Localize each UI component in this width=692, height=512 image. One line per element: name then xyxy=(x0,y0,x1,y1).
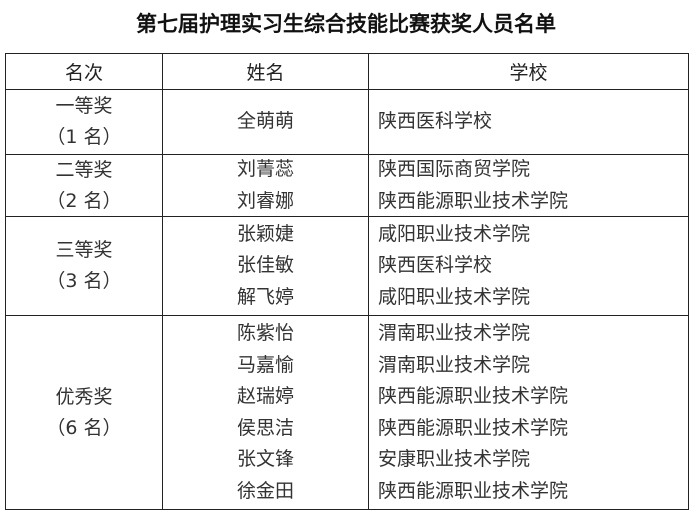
award-rank: 优秀奖 xyxy=(55,385,113,408)
school-cell: 渭南职业技术学院 渭南职业技术学院陕西能源职业技术学院 陕西能源职业技术学院 安康职业… xyxy=(369,316,688,509)
winner-name: 赵瑞婷 xyxy=(236,385,294,407)
winner-name: 全萌萌 xyxy=(236,110,294,133)
rank-cell: 优秀奖 （6 名） xyxy=(6,316,163,509)
winner-name: 张颖婕 xyxy=(236,222,294,245)
rank-cell: 三等奖 （3 名） xyxy=(6,217,163,315)
winner-school: 陕西能源职业技术学院 xyxy=(378,189,569,212)
award-count: （6 名） xyxy=(46,416,122,439)
name-cell: 张颖婕 张佳敏 解飞婷 xyxy=(163,217,369,315)
award-group-row: 优秀奖 （6 名） 陈紫怡 马嘉愉 赵瑞婷 侯思洁 张文锋 徐金田 渭南职业技术学院 渭南职业技术… xyxy=(6,315,688,509)
award-rank: 三等奖 xyxy=(55,239,113,261)
winner-name: 陈紫怡 xyxy=(236,322,294,344)
winner-school: 陕西能源职业技术学院 xyxy=(378,385,569,407)
award-group-row: 三等奖 （3 名） 张颖婕 张佳敏 解飞婷 咸阳职业技术学院 陕西医科学校 咸阳职业技术学院 xyxy=(6,216,688,315)
winner-school: 咸阳职业技术学院 xyxy=(378,222,531,245)
winner-name: 马嘉愉 xyxy=(236,353,294,376)
winner-name: 解飞婷 xyxy=(236,285,294,308)
winner-name: 刘睿娜 xyxy=(236,189,294,212)
school-cell: 陕西医科学校 xyxy=(369,90,688,154)
winner-school: 渭南职业技术学院 xyxy=(378,353,531,376)
winner-school: 陕西医科学校 xyxy=(378,110,493,133)
table-header-row: 名次 姓名 学校 xyxy=(6,54,688,89)
winner-name: 张文锋 xyxy=(236,448,294,470)
header-school: 学校 xyxy=(509,62,548,84)
winner-name: 徐金田 xyxy=(236,479,294,502)
award-count: （1 名） xyxy=(46,126,122,148)
school-cell: 咸阳职业技术学院 陕西医科学校 咸阳职业技术学院 xyxy=(369,217,688,315)
name-cell: 刘菁蕊 刘睿娜 xyxy=(163,155,369,216)
winner-school: 陕西能源职业技术学院 xyxy=(378,479,569,502)
winner-name: 侯思洁 xyxy=(236,416,294,439)
award-rank: 一等奖 xyxy=(55,95,113,117)
rank-cell: 一等奖 （1 名） xyxy=(6,90,163,154)
award-count: （3 名） xyxy=(46,270,122,292)
award-count: （2 名） xyxy=(46,189,122,212)
school-cell: 陕西国际商贸学院陕西能源职业技术学院 xyxy=(369,155,688,216)
awards-table: 名次 姓名 学校 一等奖 （1 名） 全萌萌 陕西医科学校 二等奖 （2 名） 刘菁蕊 刘睿娜… xyxy=(5,53,689,510)
winner-school: 安康职业技术学院 xyxy=(378,448,531,470)
winner-school: 陕西能源职业技术学院 xyxy=(378,416,569,439)
winner-name: 刘菁蕊 xyxy=(236,158,294,180)
award-group-row: 一等奖 （1 名） 全萌萌 陕西医科学校 xyxy=(6,89,688,154)
winner-school: 陕西国际商贸学院 xyxy=(378,158,531,180)
name-cell: 全萌萌 xyxy=(163,90,369,154)
rank-cell: 二等奖 （2 名） xyxy=(6,155,163,216)
header-name: 姓名 xyxy=(163,54,369,89)
winner-school: 渭南职业技术学院 xyxy=(378,322,531,344)
winner-school: 咸阳职业技术学院 xyxy=(378,285,531,308)
award-rank: 二等奖 xyxy=(55,158,113,181)
winner-name: 张佳敏 xyxy=(236,254,294,277)
name-cell: 陈紫怡马嘉愉赵瑞婷侯思洁张文锋徐金田 xyxy=(163,316,369,509)
document-title: 第七届护理实习生综合技能比赛获奖人员名单 xyxy=(136,11,556,36)
winner-school: 陕西医科学校 xyxy=(378,254,493,277)
award-group-row: 二等奖 （2 名） 刘菁蕊 刘睿娜 陕西国际商贸学院 陕西能源职业技术学院 xyxy=(6,154,688,216)
header-rank: 名次 xyxy=(6,54,163,89)
